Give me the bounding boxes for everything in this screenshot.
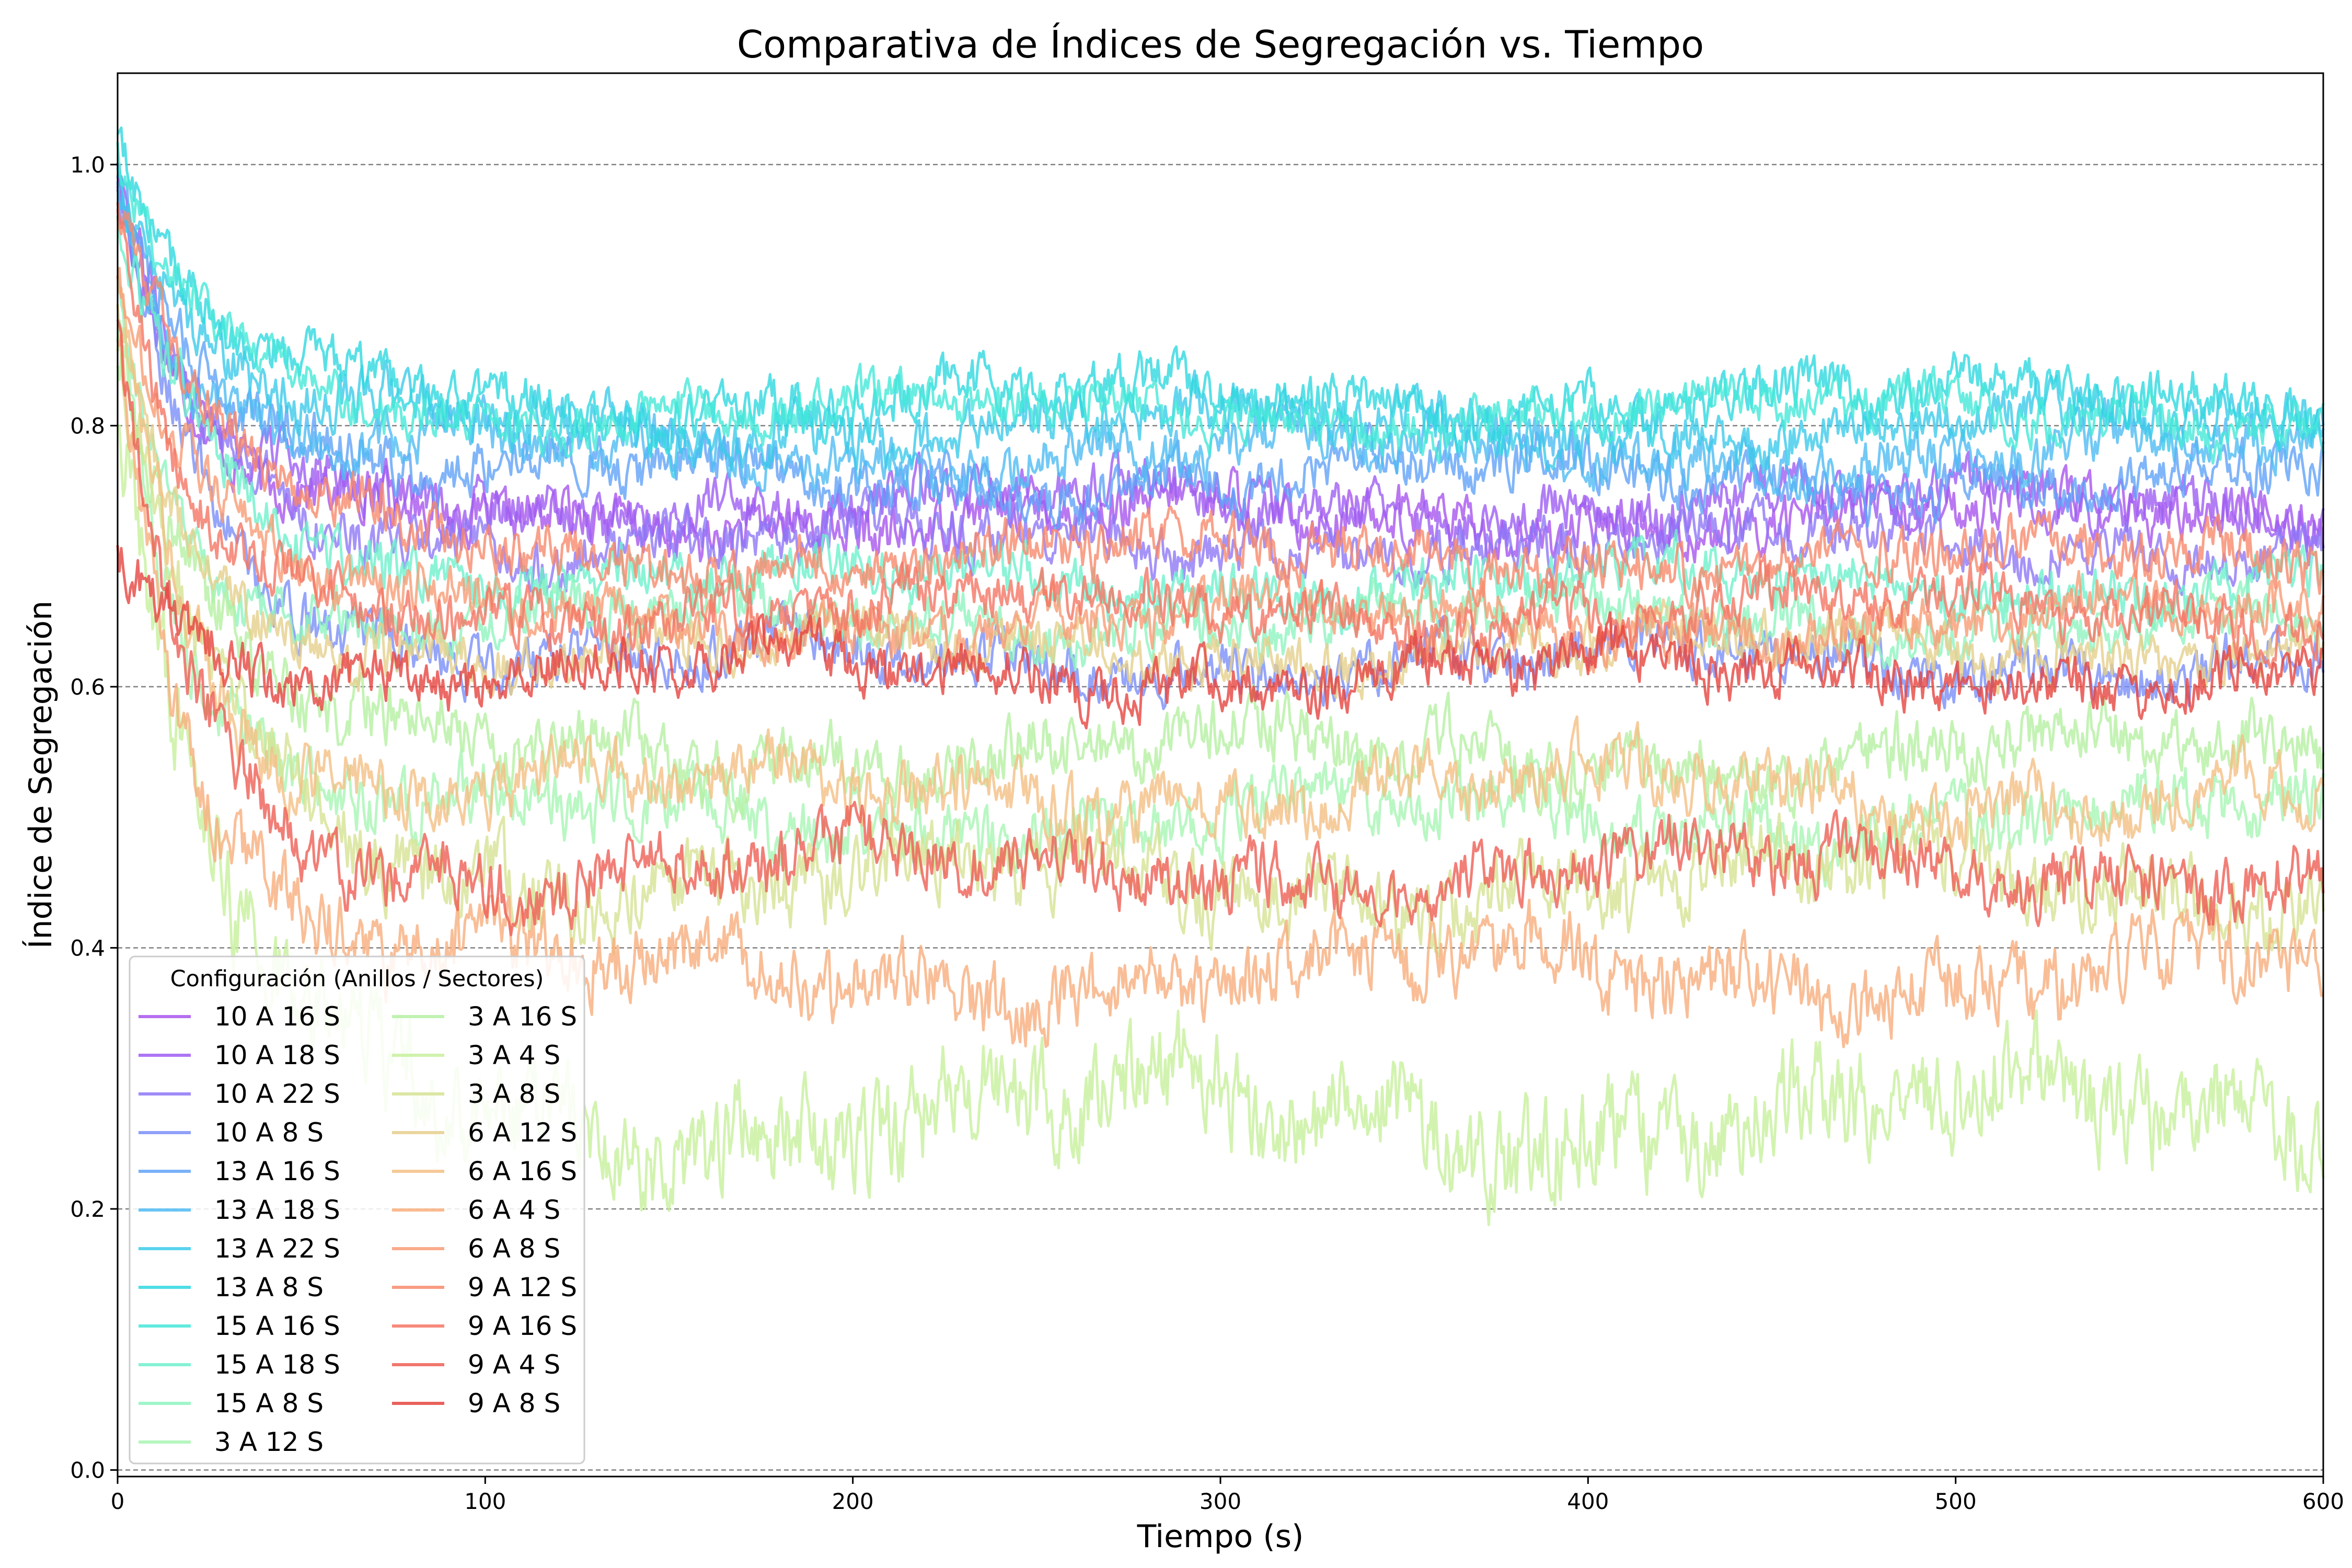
series-line xyxy=(116,319,2325,937)
y-tick-label: 0.8 xyxy=(70,413,105,439)
series-line xyxy=(116,202,2325,670)
legend-label: 3 A 12 S xyxy=(214,1427,324,1457)
legend-label: 3 A 4 S xyxy=(468,1040,560,1070)
x-tick-label: 200 xyxy=(832,1489,874,1514)
y-axis: 0.0 0.2 0.4 0.6 0.8 1.0 xyxy=(70,152,118,1483)
y-tick-label: 0.0 xyxy=(70,1458,105,1483)
x-tick-label: 100 xyxy=(464,1489,506,1514)
series-line xyxy=(116,142,2325,465)
legend-label: 9 A 4 S xyxy=(468,1350,560,1380)
legend-title: Configuración (Anillos / Sectores) xyxy=(170,966,544,992)
series-line xyxy=(116,126,2325,458)
legend-label: 13 A 18 S xyxy=(214,1195,340,1225)
legend-label: 13 A 16 S xyxy=(214,1156,340,1186)
x-tick-label: 300 xyxy=(1200,1489,1241,1514)
y-tick-label: 0.2 xyxy=(70,1196,105,1222)
series-line xyxy=(116,167,2325,479)
legend-label: 6 A 8 S xyxy=(468,1233,560,1264)
legend-label: 13 A 22 S xyxy=(214,1233,340,1264)
series-line xyxy=(116,304,2325,700)
series-line xyxy=(116,164,2325,531)
x-tick-label: 400 xyxy=(1567,1489,1609,1514)
chart-title: Comparativa de Índices de Segregación vs… xyxy=(737,22,1704,66)
legend-label: 9 A 16 S xyxy=(468,1311,577,1341)
legend-label: 3 A 8 S xyxy=(468,1079,560,1109)
legend-label: 10 A 8 S xyxy=(214,1117,324,1148)
series-line xyxy=(116,275,2325,857)
x-tick-label: 500 xyxy=(1935,1489,1977,1514)
legend-items: 10 A 16 S 10 A 18 S 10 A 22 S 10 A 8 S 13 A … xyxy=(139,1001,577,1457)
legend-label: 6 A 4 S xyxy=(468,1195,560,1225)
legend-label: 15 A 8 S xyxy=(214,1388,324,1419)
x-axis-label: Tiempo (s) xyxy=(1137,1518,1304,1555)
legend-label: 6 A 16 S xyxy=(468,1156,577,1186)
y-tick-label: 0.4 xyxy=(70,935,105,961)
series-line xyxy=(116,545,2324,730)
x-axis: 0 100 200 300 400 500 600 xyxy=(111,1477,2344,1514)
x-tick-label: 0 xyxy=(111,1489,125,1514)
legend-box xyxy=(129,955,585,1465)
series-line xyxy=(116,178,2325,566)
series-line xyxy=(116,334,2324,1048)
legend-label: 3 A 16 S xyxy=(468,1001,577,1032)
legend-label: 9 A 8 S xyxy=(468,1388,560,1419)
series-lines xyxy=(116,126,2325,1226)
legend-label: 15 A 16 S xyxy=(214,1311,340,1341)
series-line xyxy=(116,344,2325,824)
y-tick-label: 1.0 xyxy=(70,152,105,178)
legend-label: 9 A 12 S xyxy=(468,1272,577,1302)
x-tick-label: 600 xyxy=(2302,1489,2344,1514)
legend: Configuración (Anillos / Sectores) 10 A … xyxy=(129,955,585,1465)
legend-label: 13 A 8 S xyxy=(214,1272,324,1302)
series-line xyxy=(116,209,2324,610)
legend-label: 15 A 18 S xyxy=(214,1350,340,1380)
y-axis-label: Índice de Segregación xyxy=(21,601,59,949)
legend-label: 6 A 12 S xyxy=(468,1117,577,1148)
y-tick-label: 0.6 xyxy=(70,674,105,700)
legend-label: 10 A 16 S xyxy=(214,1001,340,1032)
legend-label: 10 A 22 S xyxy=(214,1079,340,1109)
legend-label: 10 A 18 S xyxy=(214,1040,340,1070)
series-line xyxy=(116,181,2325,509)
